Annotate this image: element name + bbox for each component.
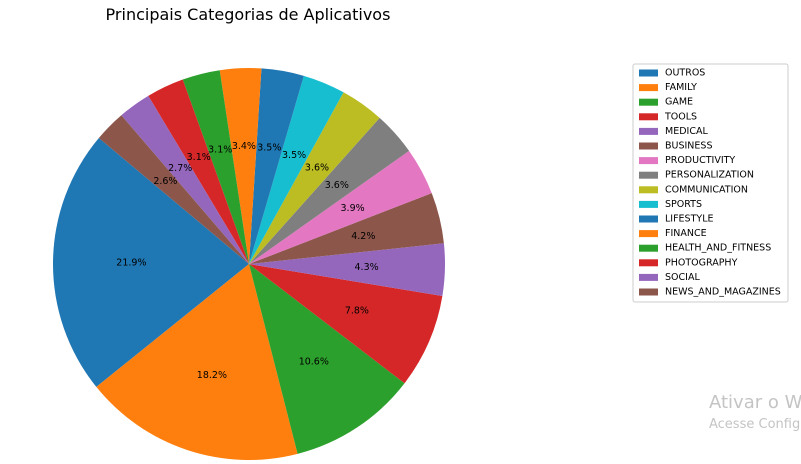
- pct-label-business: 4.2%: [351, 231, 375, 242]
- slice-game: [249, 264, 405, 454]
- legend-swatch-photography: [639, 259, 658, 267]
- slice-photography: [148, 79, 249, 264]
- pct-label-health-and-fitness: 3.1%: [208, 145, 232, 156]
- pct-label-game: 10.6%: [299, 357, 329, 368]
- legend-swatch-game: [639, 98, 658, 106]
- legend-swatch-lifestyle: [639, 215, 658, 223]
- pct-label-communication: 3.6%: [305, 163, 329, 174]
- percentage-labels: 21.9% 18.2% 10.6% 7.8% 4.3% 4.2% 3.9% 3.6% 3.6% 3…: [116, 141, 378, 381]
- slice-lifestyle: [249, 68, 304, 265]
- legend-label-medical: MEDICAL: [665, 126, 708, 137]
- pct-label-social: 2.7%: [168, 163, 192, 174]
- legend-swatch-social: [639, 273, 658, 281]
- slice-tools: [249, 264, 443, 384]
- pct-label-productivity: 3.9%: [341, 203, 365, 214]
- slice-medical: [249, 243, 446, 297]
- pct-label-outros: 21.9%: [116, 257, 146, 268]
- slice-health-and-fitness: [182, 70, 249, 264]
- legend-label-family: FAMILY: [665, 82, 697, 93]
- slice-family: [96, 264, 298, 461]
- legend-swatch-communication: [639, 186, 658, 194]
- slice-outros: [53, 138, 249, 387]
- legend-swatch-tools: [639, 113, 658, 121]
- legend-label-communication: COMMUNICATION: [665, 184, 748, 195]
- legend-swatch-productivity: [639, 157, 658, 165]
- legend-swatch-news-and-magazines: [639, 288, 658, 296]
- pct-label-photography: 3.1%: [187, 152, 211, 163]
- legend-swatch-health-and-fitness: [639, 244, 658, 252]
- slice-business: [249, 193, 444, 264]
- legend-label-business: BUSINESS: [665, 141, 712, 152]
- slice-social: [121, 95, 249, 264]
- legend-swatch-medical: [639, 127, 658, 135]
- legend-label-finance: FINANCE: [665, 228, 707, 239]
- slice-personalization: [249, 117, 410, 264]
- legend-label-health-and-fitness: HEALTH_AND_FITNESS: [665, 243, 771, 254]
- legend-frame: [632, 63, 789, 303]
- legend-swatch-business: [639, 142, 658, 150]
- pct-label-news-and-magazines: 2.6%: [153, 176, 177, 187]
- legend-label-productivity: PRODUCTIVITY: [665, 155, 735, 166]
- legend-label-lifestyle: LIFESTYLE: [665, 214, 714, 225]
- legend-label-photography: PHOTOGRAPHY: [665, 257, 738, 268]
- slice-communication: [249, 92, 380, 264]
- legend-label-social: SOCIAL: [665, 272, 700, 283]
- pct-label-tools: 7.8%: [345, 305, 369, 316]
- legend-label-outros: OUTROS: [665, 68, 705, 79]
- legend-label-news-and-magazines: NEWS_AND_MAGAZINES: [665, 287, 781, 298]
- legend-label-sports: SPORTS: [665, 199, 702, 210]
- legend-swatch-personalization: [639, 171, 658, 179]
- slice-news-and-magazines: [98, 115, 249, 265]
- activation-watermark-title: Ativar o W: [709, 392, 801, 413]
- pct-label-sports: 3.5%: [282, 150, 306, 161]
- legend-label-personalization: PERSONALIZATION: [665, 170, 754, 181]
- legend-label-tools: TOOLS: [664, 111, 697, 122]
- pct-label-lifestyle: 3.5%: [257, 143, 281, 154]
- legend-swatch-family: [639, 84, 658, 92]
- pct-label-finance: 3.4%: [232, 141, 256, 152]
- pie-slices: [53, 68, 446, 461]
- legend-label-game: GAME: [665, 97, 693, 108]
- activation-watermark-subtitle: Acesse Config: [709, 417, 801, 432]
- slice-finance: [219, 68, 262, 264]
- pct-label-family: 18.2%: [197, 370, 227, 381]
- pct-label-personalization: 3.6%: [325, 180, 349, 191]
- slice-sports: [249, 75, 344, 264]
- legend-swatch-sports: [639, 200, 658, 208]
- pct-label-medical: 4.3%: [355, 262, 379, 273]
- legend: OUTROS FAMILY GAME TOOLS MEDICAL BUSINESS PROD…: [632, 63, 789, 303]
- chart-title: Principais Categorias de Aplicativos: [106, 5, 391, 24]
- legend-swatch-outros: [639, 69, 658, 77]
- legend-swatch-finance: [639, 230, 658, 238]
- slice-productivity: [249, 150, 432, 264]
